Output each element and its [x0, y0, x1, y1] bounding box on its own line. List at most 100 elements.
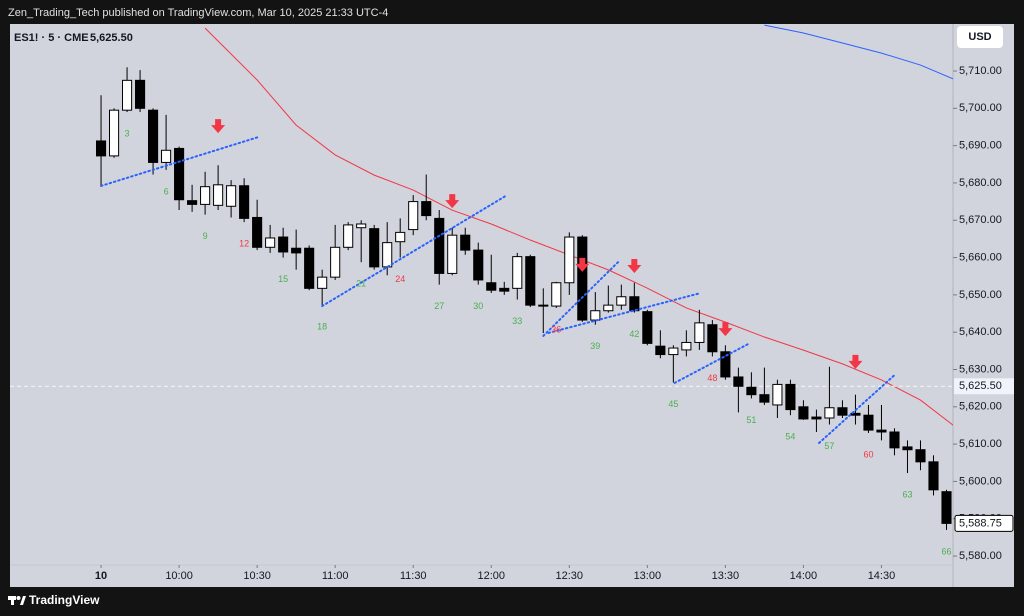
- signal-arrow: [627, 259, 642, 274]
- bar-count: 15: [278, 274, 288, 284]
- candle-body-up: [603, 304, 614, 312]
- trend-line: [542, 259, 622, 337]
- candle-body-up: [681, 341, 692, 351]
- bar-count: 12: [239, 238, 249, 248]
- candle-body-up: [616, 296, 627, 306]
- x-tick-label: 12:00: [477, 570, 505, 582]
- candle-body-down: [902, 446, 913, 451]
- candle-body-down: [434, 217, 445, 274]
- bar-count: 18: [317, 322, 327, 332]
- bar-count: 9: [203, 231, 208, 241]
- x-tick-label: 14:30: [868, 570, 896, 582]
- candle-body-up: [330, 246, 341, 278]
- candle-body-down: [499, 287, 510, 292]
- brand: TradingView: [29, 593, 100, 607]
- candle-body-down: [720, 351, 731, 378]
- bar-count: 57: [824, 441, 834, 451]
- currency[interactable]: USD: [968, 31, 991, 43]
- bar-count: 30: [473, 301, 483, 311]
- x-tick-label: 11:30: [400, 570, 427, 582]
- bar-count: 27: [434, 301, 444, 311]
- trend-line: [321, 195, 507, 308]
- candle-body-up: [772, 383, 783, 406]
- candle-body-down: [174, 147, 185, 201]
- candle-body-up: [395, 231, 406, 243]
- symbol: ES1! · 5 · CME: [14, 32, 89, 44]
- x-tick-label: 13:30: [712, 570, 740, 582]
- bar-count: 6: [164, 186, 169, 196]
- footer-logo: [8, 596, 26, 605]
- crosshair-price-box: [954, 378, 1014, 395]
- y-tick-label: 5,600.00: [959, 475, 1002, 487]
- x-tick-label: 12:30: [556, 570, 584, 582]
- x-tick-label: 10:30: [243, 570, 271, 582]
- candle-body-up: [447, 234, 458, 274]
- candle-body-down: [928, 461, 939, 491]
- chart-pane: [10, 24, 1014, 587]
- bar-count: 48: [707, 373, 717, 383]
- candle-body-up: [590, 310, 601, 321]
- candle-body-up: [551, 282, 562, 307]
- x-tick-label: 11:00: [322, 570, 349, 582]
- signal-arrow: [211, 119, 226, 134]
- bar-count: 60: [863, 449, 873, 459]
- candle-body-down: [863, 414, 874, 431]
- currency-box[interactable]: [957, 26, 1003, 48]
- candle-body-down: [278, 236, 289, 253]
- bar-count: 42: [629, 329, 639, 339]
- publisher-line: Zen_Trading_Tech published on TradingVie…: [8, 7, 388, 19]
- candle-body-down: [941, 491, 952, 524]
- bar-count: 45: [668, 399, 678, 409]
- candle-body-down: [876, 429, 887, 433]
- y-tick-label: 5,700.00: [959, 102, 1002, 114]
- trend-line: [100, 136, 260, 187]
- candle-body-down: [811, 416, 822, 420]
- candle-body-down: [421, 201, 432, 217]
- signal-arrow: [445, 194, 460, 209]
- moving-average: [764, 24, 953, 80]
- candle-body-down: [473, 249, 484, 281]
- y-tick-label: 5,580.00: [959, 550, 1002, 562]
- signal-arrow: [848, 354, 863, 369]
- candle-body-down: [759, 394, 770, 403]
- x-tick-label: 13:00: [634, 570, 662, 582]
- candle-body-down: [304, 247, 315, 289]
- candle-body-down: [135, 79, 146, 109]
- y-tick-label: 5,660.00: [959, 251, 1002, 263]
- candle-body-up: [694, 322, 705, 343]
- y-tick-label: 5,630.00: [959, 363, 1002, 375]
- candle-body-down: [538, 304, 549, 307]
- last-price-box: [954, 514, 1014, 532]
- candle-body-down: [915, 449, 926, 463]
- moving-average: [204, 27, 953, 426]
- candle-body-down: [252, 216, 263, 248]
- candle-body-down: [291, 247, 302, 254]
- candle-body-up: [824, 407, 835, 419]
- bar-count: 36: [551, 324, 561, 334]
- bar-count: 39: [590, 341, 600, 351]
- trend-line: [818, 372, 897, 444]
- bar-count: 24: [395, 274, 405, 284]
- candle-body-up: [317, 276, 328, 289]
- candle-body-down: [577, 236, 588, 321]
- y-tick-label: 5,640.00: [959, 326, 1002, 338]
- overlay: 5,580.005,590.005,600.005,610.005,620.00…: [95, 65, 1014, 582]
- crosshair-price-label: 5,625.50: [959, 380, 1002, 392]
- trend-line: [547, 292, 702, 334]
- candle-body-up: [265, 237, 276, 248]
- signal-arrow: [575, 257, 590, 272]
- candle-body-down: [148, 109, 159, 163]
- bar-count: 63: [902, 489, 912, 499]
- x-tick-label: 10: [95, 570, 107, 582]
- candle-body-down: [642, 311, 653, 344]
- candle-body-down: [525, 256, 536, 306]
- y-tick-label: 5,710.00: [959, 65, 1002, 77]
- bar-count: 3: [125, 128, 130, 138]
- candle-body-down: [486, 282, 497, 291]
- x-tick-label: 10:00: [165, 570, 193, 582]
- last-price-label: 5,588.75: [959, 517, 1002, 529]
- bar-count: 51: [746, 415, 756, 425]
- y-tick-label: 5,680.00: [959, 177, 1002, 189]
- y-tick-label: 5,670.00: [959, 214, 1002, 226]
